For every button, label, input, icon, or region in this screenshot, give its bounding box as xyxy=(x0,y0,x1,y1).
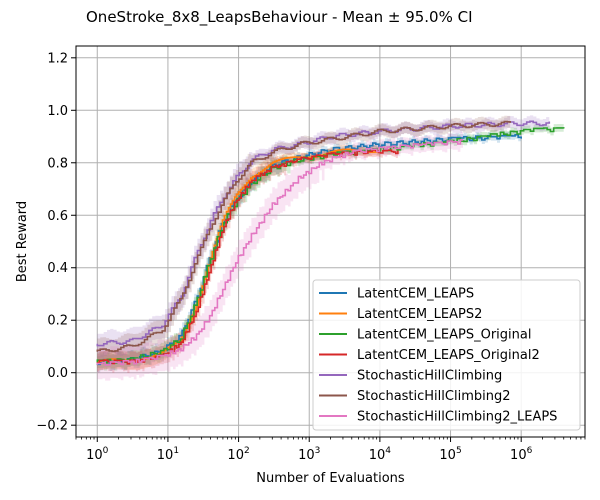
y-tick-label: 0.0 xyxy=(47,366,68,381)
legend: LatentCEM_LEAPS LatentCEM_LEAPS2 LatentCEM… xyxy=(312,279,581,431)
x-tick-label: 104 xyxy=(369,446,392,463)
y-tick-label: 1.0 xyxy=(47,104,68,119)
legend-label: LatentCEM_LEAPS_Original xyxy=(357,328,531,343)
ci-band-StochasticHillClimbing2_LEAPS xyxy=(97,132,464,381)
grid xyxy=(76,46,585,437)
legend-label: StochasticHillClimbing2 xyxy=(357,389,511,404)
axis-ticks: 100 101 102 103 104 105 106 −0.2 0.0 0.2 0.4 0.6 0.8… xyxy=(36,51,586,463)
series-lines xyxy=(96,120,565,366)
legend-label: StochasticHillClimbing xyxy=(357,369,502,384)
y-tick-label: 1.2 xyxy=(47,51,68,66)
y-tick-label: 0.8 xyxy=(47,156,68,171)
chart-title: OneStroke_8x8_LeapsBehaviour - Mean ± 95… xyxy=(86,8,473,27)
x-tick-label: 105 xyxy=(439,446,461,463)
y-tick-label: 0.6 xyxy=(47,209,68,224)
x-tick-label: 106 xyxy=(510,446,533,463)
legend-box xyxy=(312,279,581,431)
legend-label: StochasticHillClimbing2_LEAPS xyxy=(357,410,557,425)
y-axis-label: Best Reward xyxy=(15,201,30,282)
ci-band-LatentCEM_LEAPS2 xyxy=(97,144,380,372)
legend-label: LatentCEM_LEAPS2 xyxy=(357,307,482,322)
x-tick-label: 100 xyxy=(86,446,109,463)
series-line-StochasticHillClimbing2_LEAPS xyxy=(96,139,463,366)
legend-label: LatentCEM_LEAPS_Original2 xyxy=(357,348,540,363)
x-tick-label: 103 xyxy=(298,446,320,463)
x-tick-label: 102 xyxy=(227,446,249,463)
y-tick-label: −0.2 xyxy=(36,419,68,434)
ci-band-StochasticHillClimbing xyxy=(97,115,550,358)
y-tick-label: 0.4 xyxy=(47,261,68,276)
x-axis-label: Number of Evaluations xyxy=(256,471,405,486)
series-line-StochasticHillClimbing2 xyxy=(96,120,511,353)
y-tick-label: 0.2 xyxy=(47,314,68,329)
legend-label: LatentCEM_LEAPS xyxy=(357,287,474,302)
x-tick-label: 101 xyxy=(157,446,179,463)
